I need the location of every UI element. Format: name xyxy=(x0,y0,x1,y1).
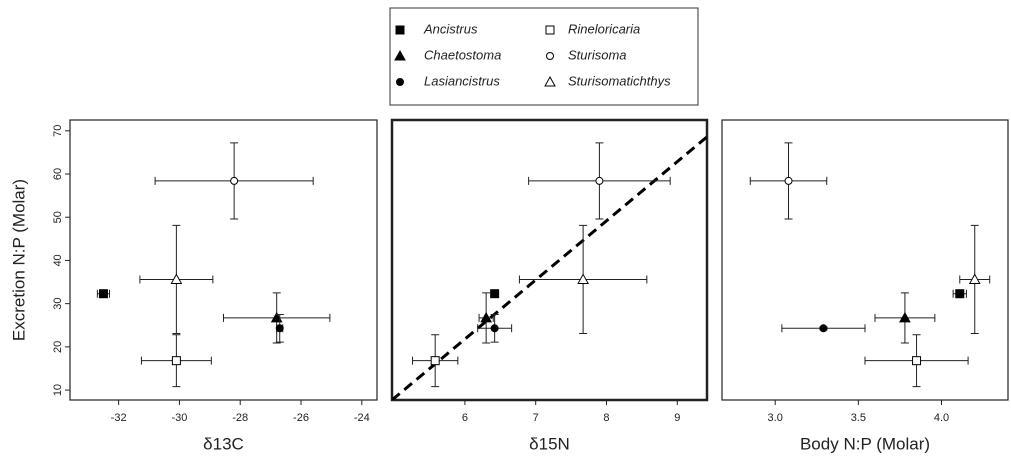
y-tick-label: 20 xyxy=(52,341,64,353)
marker xyxy=(819,324,828,333)
legend-marker xyxy=(546,52,554,60)
marker xyxy=(955,289,965,299)
legend-label: Lasiancistrus xyxy=(424,73,500,88)
marker xyxy=(490,324,499,333)
y-tick-label: 40 xyxy=(52,254,64,266)
x-tick-label: -32 xyxy=(111,412,127,424)
legend-marker xyxy=(544,75,556,87)
marker xyxy=(480,311,492,323)
marker xyxy=(170,273,183,284)
legend-label: Rineloricaria xyxy=(568,21,640,36)
y-tick-label: 10 xyxy=(52,384,64,396)
x-tick-label: 3.5 xyxy=(851,412,866,424)
marker xyxy=(430,356,440,366)
marker xyxy=(577,273,589,284)
marker xyxy=(171,356,181,366)
marker xyxy=(490,289,500,299)
legend-label: Sturisomatichthys xyxy=(568,73,671,88)
marker xyxy=(98,289,108,299)
y-tick-label: 60 xyxy=(52,168,64,180)
legend-marker xyxy=(394,49,406,61)
x-axis-label: δ13C xyxy=(203,434,244,453)
y-tick-label: 30 xyxy=(52,298,64,310)
marker xyxy=(784,176,793,185)
marker xyxy=(270,311,283,323)
y-tick-label: 70 xyxy=(52,125,64,137)
legend-label: Chaetostoma xyxy=(424,47,501,62)
x-tick-label: -28 xyxy=(232,412,248,424)
x-tick-label: 7 xyxy=(533,412,539,424)
x-tick-label: 8 xyxy=(603,412,609,424)
marker xyxy=(899,311,911,323)
x-tick-label: 3.0 xyxy=(768,412,783,424)
legend-label: Sturisoma xyxy=(568,47,627,62)
x-tick-label: 6 xyxy=(462,412,468,424)
x-axis-label: Body N:P (Molar) xyxy=(800,434,930,453)
plot-frame xyxy=(721,119,1009,401)
legend-marker xyxy=(545,25,555,35)
marker xyxy=(968,273,981,284)
y-tick-label: 50 xyxy=(52,211,64,223)
x-tick-label: -24 xyxy=(354,412,370,424)
plot-frame xyxy=(69,119,378,401)
y-axis-label: Excretion N:P (Molar) xyxy=(9,179,28,341)
marker xyxy=(595,176,604,185)
x-tick-label: -26 xyxy=(293,412,309,424)
legend-marker xyxy=(396,78,404,86)
x-tick-label: -30 xyxy=(171,412,187,424)
x-tick-label: 9 xyxy=(674,412,680,424)
legend-label: Ancistrus xyxy=(423,21,478,36)
marker xyxy=(912,356,922,366)
x-tick-label: 4.0 xyxy=(934,412,949,424)
legend-marker xyxy=(395,25,405,35)
plot-frame xyxy=(390,118,709,402)
x-axis-label: δ15N xyxy=(529,434,570,453)
legend-box xyxy=(389,7,699,106)
marker xyxy=(275,324,284,333)
marker xyxy=(230,176,239,185)
